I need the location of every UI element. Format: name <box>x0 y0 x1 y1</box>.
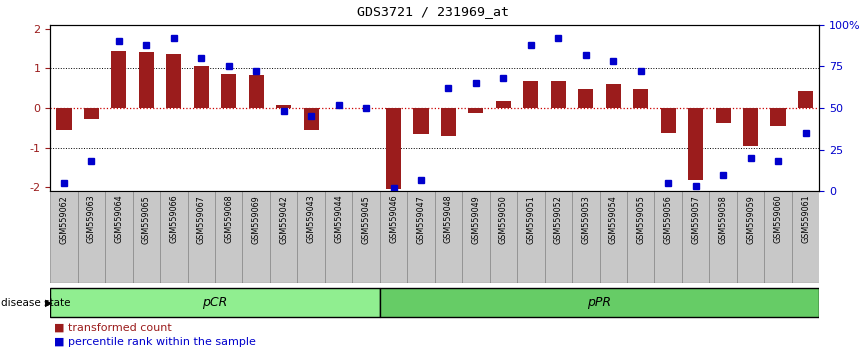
Text: GSM559043: GSM559043 <box>307 195 315 244</box>
Bar <box>743 108 758 145</box>
Text: GSM559044: GSM559044 <box>334 195 343 244</box>
Text: GSM559057: GSM559057 <box>691 195 700 244</box>
FancyBboxPatch shape <box>242 191 270 283</box>
Bar <box>441 108 456 137</box>
Text: GSM559054: GSM559054 <box>609 195 617 244</box>
FancyBboxPatch shape <box>599 191 627 283</box>
FancyBboxPatch shape <box>78 191 105 283</box>
FancyBboxPatch shape <box>50 288 380 317</box>
FancyBboxPatch shape <box>682 191 709 283</box>
FancyBboxPatch shape <box>105 191 132 283</box>
FancyBboxPatch shape <box>160 191 188 283</box>
Text: GSM559053: GSM559053 <box>581 195 591 244</box>
FancyBboxPatch shape <box>188 191 215 283</box>
Text: GSM559066: GSM559066 <box>170 195 178 244</box>
Text: GSM559067: GSM559067 <box>197 195 206 244</box>
Text: GSM559062: GSM559062 <box>60 195 68 244</box>
FancyBboxPatch shape <box>655 191 682 283</box>
Bar <box>771 108 785 126</box>
FancyBboxPatch shape <box>462 191 489 283</box>
Text: GSM559048: GSM559048 <box>444 195 453 244</box>
Text: GSM559063: GSM559063 <box>87 195 96 244</box>
Bar <box>661 108 675 132</box>
Bar <box>84 108 99 119</box>
Text: GSM559046: GSM559046 <box>389 195 398 244</box>
FancyBboxPatch shape <box>270 191 297 283</box>
Bar <box>304 108 319 130</box>
Bar <box>469 108 483 113</box>
Text: GSM559064: GSM559064 <box>114 195 123 244</box>
FancyBboxPatch shape <box>765 191 792 283</box>
Bar <box>578 89 593 108</box>
Text: GSM559051: GSM559051 <box>527 195 535 244</box>
Text: GSM559047: GSM559047 <box>417 195 425 244</box>
FancyBboxPatch shape <box>435 191 462 283</box>
Text: GSM559069: GSM559069 <box>252 195 261 244</box>
Bar <box>194 65 209 108</box>
FancyBboxPatch shape <box>132 191 160 283</box>
Text: GSM559068: GSM559068 <box>224 195 233 244</box>
Text: ■ percentile rank within the sample: ■ percentile rank within the sample <box>54 337 255 347</box>
Bar <box>496 101 511 108</box>
FancyBboxPatch shape <box>545 191 572 283</box>
FancyBboxPatch shape <box>572 191 599 283</box>
Bar <box>523 81 539 108</box>
Bar <box>413 108 429 134</box>
Text: GSM559050: GSM559050 <box>499 195 507 244</box>
Bar <box>56 108 72 130</box>
FancyBboxPatch shape <box>380 288 819 317</box>
Bar <box>605 84 621 108</box>
Text: ■ transformed count: ■ transformed count <box>54 322 171 332</box>
FancyBboxPatch shape <box>50 191 78 283</box>
Text: pCR: pCR <box>203 296 228 309</box>
Bar <box>386 108 401 189</box>
Bar <box>166 55 181 108</box>
Text: GSM559052: GSM559052 <box>554 195 563 244</box>
FancyBboxPatch shape <box>380 191 407 283</box>
Bar <box>276 105 291 108</box>
Text: GDS3721 / 231969_at: GDS3721 / 231969_at <box>357 5 509 18</box>
Text: GSM559061: GSM559061 <box>801 195 810 244</box>
Bar <box>688 108 703 180</box>
Bar <box>249 75 264 108</box>
FancyBboxPatch shape <box>352 191 380 283</box>
FancyBboxPatch shape <box>489 191 517 283</box>
FancyBboxPatch shape <box>517 191 545 283</box>
FancyBboxPatch shape <box>297 191 325 283</box>
Bar <box>112 51 126 108</box>
Bar <box>221 74 236 108</box>
Text: GSM559042: GSM559042 <box>279 195 288 244</box>
Bar <box>798 91 813 108</box>
FancyBboxPatch shape <box>792 191 819 283</box>
Text: pPR: pPR <box>587 296 611 309</box>
Text: GSM559055: GSM559055 <box>637 195 645 244</box>
FancyBboxPatch shape <box>627 191 655 283</box>
FancyBboxPatch shape <box>325 191 352 283</box>
Bar <box>633 89 649 108</box>
Text: GSM559065: GSM559065 <box>142 195 151 244</box>
Text: GSM559059: GSM559059 <box>746 195 755 244</box>
Bar <box>551 81 565 108</box>
Text: disease state: disease state <box>1 298 70 308</box>
Text: ▶: ▶ <box>45 298 53 308</box>
FancyBboxPatch shape <box>737 191 765 283</box>
Bar <box>715 108 731 123</box>
Bar <box>139 52 154 108</box>
Text: GSM559049: GSM559049 <box>471 195 481 244</box>
FancyBboxPatch shape <box>407 191 435 283</box>
FancyBboxPatch shape <box>709 191 737 283</box>
Text: GSM559056: GSM559056 <box>663 195 673 244</box>
Text: GSM559058: GSM559058 <box>719 195 727 244</box>
Text: GSM559060: GSM559060 <box>773 195 783 244</box>
FancyBboxPatch shape <box>215 191 242 283</box>
Text: GSM559045: GSM559045 <box>362 195 371 244</box>
